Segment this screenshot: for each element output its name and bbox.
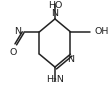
Text: N: N (67, 55, 74, 64)
Text: N: N (51, 9, 58, 18)
Text: OH: OH (94, 27, 109, 36)
Text: O: O (9, 48, 16, 57)
Text: H₂N: H₂N (46, 75, 64, 84)
Text: HO: HO (48, 1, 62, 10)
Text: N: N (14, 27, 21, 36)
